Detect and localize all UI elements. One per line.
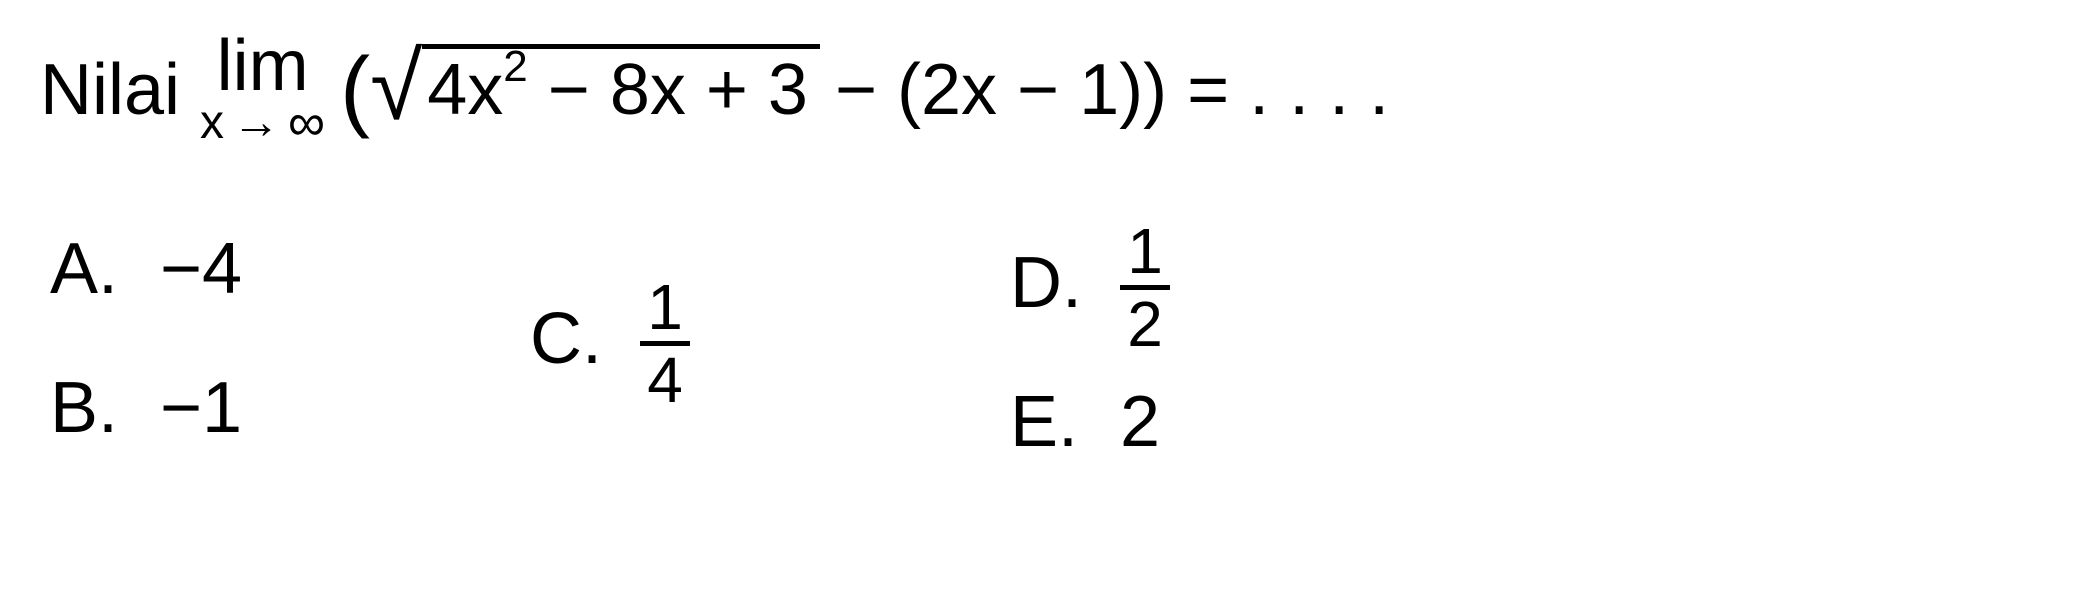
infinity-symbol: ∞ [288,97,325,149]
answers-container: A. −4 B. −1 C. 1 4 D. 1 2 E. 2 [40,199,2055,478]
answer-b-value: −1 [160,367,242,449]
equals-dots: = . . . . [1187,49,1389,131]
answer-e-value: 2 [1120,381,1160,463]
answer-a: A. −4 [50,228,530,310]
answer-d-numerator: 1 [1127,219,1163,285]
lim-subscript: x → ∞ [200,97,325,149]
answer-e: E. 2 [1010,381,1410,463]
answer-b: B. −1 [50,367,530,449]
sqrt-icon: √ [370,54,422,121]
prefix-text: Nilai [40,49,180,131]
arrow-icon: → [232,99,280,147]
answer-c: C. 1 4 [530,270,1010,407]
answer-d-denominator: 2 [1120,285,1170,356]
answer-c-letter: C. [530,298,640,380]
lim-text: lim [217,30,309,102]
question-line: Nilai lim x → ∞ ( √ 4x2 − 8x + 3 − (2x −… [40,30,2055,149]
answer-column-3: D. 1 2 E. 2 [1010,199,1410,478]
answer-c-numerator: 1 [647,275,683,341]
answer-a-letter: A. [50,228,160,310]
answer-d: D. 1 2 [1010,214,1410,351]
answer-e-letter: E. [1010,381,1120,463]
answer-c-fraction: 1 4 [640,275,690,412]
answer-b-letter: B. [50,367,160,449]
sqrt-expression: √ 4x2 − 8x + 3 [370,46,820,133]
answer-d-letter: D. [1010,242,1120,324]
limit-operator: lim x → ∞ [200,30,325,149]
radicand-exponent: 2 [503,42,527,91]
lim-variable: x [200,99,224,147]
sqrt-radicand: 4x2 − 8x + 3 [422,44,820,131]
answer-a-value: −4 [160,228,242,310]
after-sqrt-expr: − (2x − 1)) [835,49,1167,131]
radicand-part2: − 8x + 3 [528,50,808,130]
answer-column-2: C. 1 4 [530,199,1010,478]
answer-column-1: A. −4 B. −1 [50,199,530,478]
radicand-part1: 4x [427,50,503,130]
answer-c-denominator: 4 [640,341,690,412]
answer-d-fraction: 1 2 [1120,219,1170,356]
